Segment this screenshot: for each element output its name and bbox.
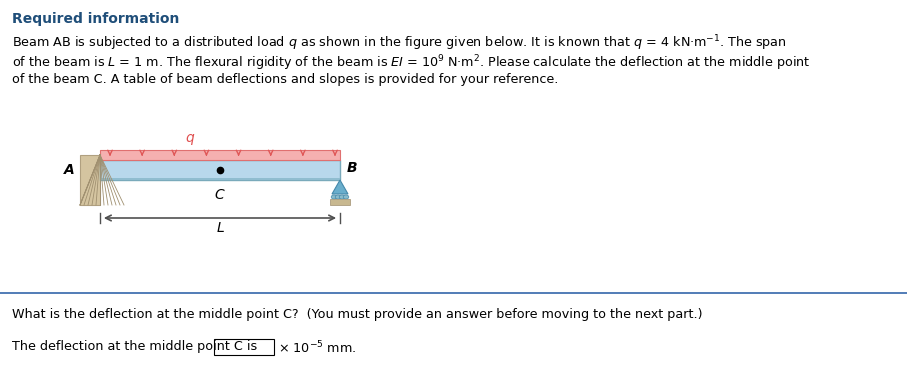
Bar — [100, 160, 340, 169]
Bar — [330, 199, 350, 205]
Text: $L$: $L$ — [216, 221, 224, 235]
Text: Required information: Required information — [12, 12, 180, 26]
Bar — [214, 339, 274, 355]
Text: The deflection at the middle point C is: The deflection at the middle point C is — [12, 340, 258, 353]
Text: What is the deflection at the middle point C?  (You must provide an answer befor: What is the deflection at the middle poi… — [12, 308, 703, 321]
Text: $q$: $q$ — [185, 132, 195, 147]
Ellipse shape — [343, 195, 349, 199]
Bar — [100, 178, 340, 180]
Text: A: A — [64, 163, 75, 177]
Bar — [80, 155, 100, 205]
Bar — [100, 160, 340, 180]
Text: B: B — [347, 161, 357, 175]
Bar — [100, 150, 340, 160]
Text: $\times$ 10$^{-5}$ mm.: $\times$ 10$^{-5}$ mm. — [278, 340, 356, 356]
Polygon shape — [332, 180, 348, 194]
Ellipse shape — [331, 195, 336, 199]
Ellipse shape — [336, 195, 341, 199]
Text: Beam AB is subjected to a distributed load $q$ as shown in the figure given belo: Beam AB is subjected to a distributed lo… — [12, 33, 786, 53]
Text: of the beam is $L$ = 1 m. The flexural rigidity of the beam is $EI$ = 10$^{9}$ N: of the beam is $L$ = 1 m. The flexural r… — [12, 53, 811, 73]
Text: $C$: $C$ — [214, 188, 226, 202]
Ellipse shape — [339, 195, 345, 199]
Text: of the beam C. A table of beam deflections and slopes is provided for your refer: of the beam C. A table of beam deflectio… — [12, 73, 559, 86]
